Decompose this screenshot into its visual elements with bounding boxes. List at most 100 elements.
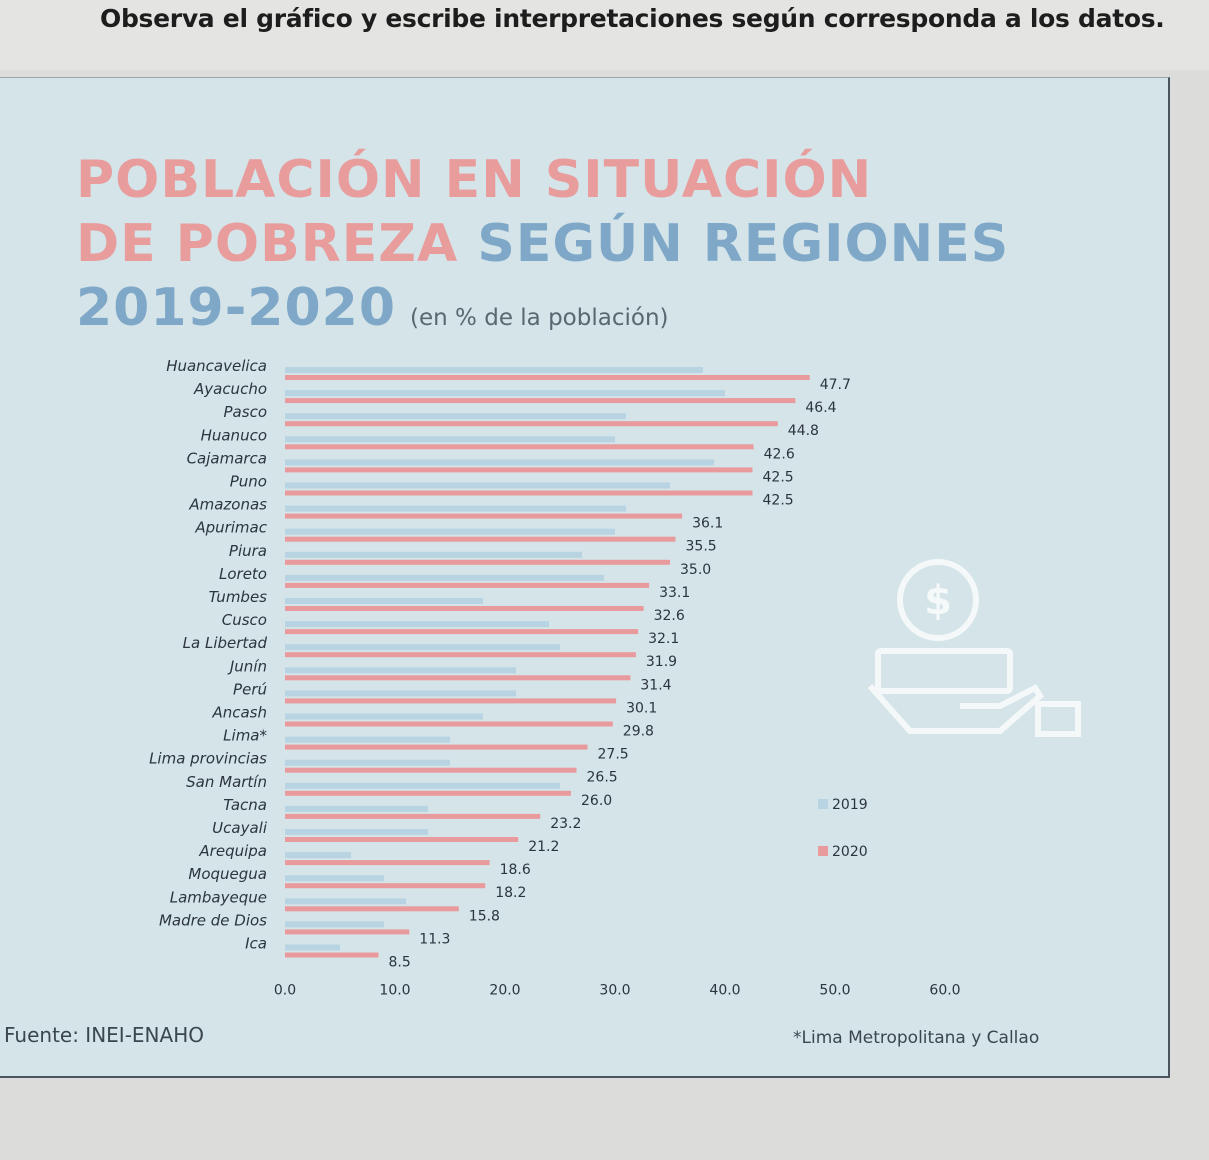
bar-2019 [285, 782, 560, 789]
value-label: 46.4 [805, 400, 836, 416]
value-label: 31.4 [640, 677, 671, 693]
bar-2019 [285, 528, 615, 535]
bar-2019 [285, 644, 560, 651]
bar-2020 [285, 906, 459, 912]
bar-2020 [285, 467, 753, 473]
title-line-2b: SEGÚN REGIONES [477, 214, 1010, 274]
category-label: Huanuco [201, 426, 267, 444]
value-label: 32.6 [654, 608, 685, 624]
legend-label-2020: 2020 [832, 844, 868, 860]
chart-title: POBLACIÓN EN SITUACIÓN DE POBREZA SEGÚN … [76, 148, 1009, 350]
bar-2020 [285, 767, 577, 773]
bar-2019 [285, 921, 384, 928]
bar-2019 [285, 367, 703, 373]
bar-2020 [285, 606, 644, 611]
bar-2020 [285, 398, 796, 404]
category-label: Apurimac [194, 519, 267, 537]
bar-2019 [285, 459, 714, 466]
category-label: Tacna [223, 796, 267, 814]
value-label: 15.8 [469, 908, 500, 924]
category-label: Ancash [211, 704, 267, 722]
bar-2019 [285, 574, 604, 581]
bar-2019 [285, 436, 615, 443]
x-tick-label: 30.0 [599, 983, 630, 999]
category-label: Ica [245, 935, 267, 953]
instruction-text: Observa el gráfico y escribe interpretac… [100, 4, 1165, 33]
category-label: Arequipa [198, 842, 267, 860]
bar-2020 [285, 929, 410, 935]
bar-2020 [285, 536, 676, 542]
page-header-strip: Observa el gráfico y escribe interpretac… [0, 0, 1209, 70]
category-label: Puno [230, 473, 267, 491]
bar-2019 [285, 390, 725, 397]
category-label: Cusco [222, 611, 267, 629]
value-label: 11.3 [419, 931, 450, 947]
value-label: 21.2 [528, 839, 559, 855]
x-tick-label: 0.0 [274, 983, 296, 999]
category-label: Loreto [219, 565, 267, 583]
category-label: Ucayali [212, 819, 268, 837]
category-label: Piura [229, 542, 267, 560]
category-label: San Martín [186, 773, 267, 791]
title-line-2a: DE POBREZA [76, 214, 459, 274]
value-label: 33.1 [659, 585, 690, 601]
value-label: 30.1 [626, 700, 657, 716]
value-label: 42.6 [764, 446, 795, 462]
bar-2020 [285, 837, 519, 842]
value-label: 18.2 [495, 885, 526, 901]
bar-2020 [285, 490, 753, 496]
bar-2020 [285, 721, 613, 727]
value-label: 18.6 [500, 862, 531, 878]
legend-swatch-2019 [818, 799, 828, 809]
value-label: 35.0 [680, 562, 711, 578]
bar-2019 [285, 805, 428, 812]
bar-2020 [285, 652, 636, 658]
bar-2020 [285, 952, 379, 958]
bar-2019 [285, 944, 340, 951]
value-label: 27.5 [598, 747, 629, 763]
bar-2020 [285, 444, 754, 450]
value-label: 44.8 [788, 423, 819, 439]
bar-2019 [285, 898, 406, 905]
category-label: Ayacucho [193, 380, 267, 398]
category-label: Lima provincias [149, 750, 267, 768]
bar-2020 [285, 629, 639, 635]
category-label: Lima* [223, 727, 267, 745]
bar-2020 [285, 883, 486, 889]
x-tick-label: 20.0 [489, 983, 520, 999]
value-label: 32.1 [648, 631, 679, 647]
title-line-1: POBLACIÓN EN SITUACIÓN [76, 150, 873, 210]
x-tick-label: 10.0 [379, 983, 410, 999]
value-label: 42.5 [763, 493, 794, 509]
bar-2019 [285, 713, 483, 720]
category-label: Perú [233, 680, 267, 698]
category-label: Madre de Dios [159, 911, 267, 929]
value-label: 31.9 [646, 654, 677, 670]
bar-2020 [285, 698, 617, 704]
bar-2020 [285, 860, 490, 866]
value-label: 47.7 [820, 377, 851, 393]
coin-icon [897, 559, 979, 641]
value-label: 26.0 [581, 793, 612, 809]
bar-2019 [285, 413, 626, 420]
x-tick-label: 40.0 [709, 983, 740, 999]
value-label: 42.5 [763, 469, 794, 485]
footnote-text: *Lima Metropolitana y Callao [793, 1028, 1040, 1048]
bar-2020 [285, 513, 683, 519]
category-label: Junín [227, 657, 267, 675]
value-label: 23.2 [550, 816, 581, 832]
bar-2020 [285, 675, 631, 681]
legend-label-2019: 2019 [832, 797, 868, 813]
title-years: 2019-2020 [76, 278, 397, 338]
bar-2020 [285, 813, 541, 819]
bar-2020 [285, 744, 588, 750]
legend-swatch-2020 [818, 846, 828, 856]
title-line-2: DE POBREZA SEGÚN REGIONES [76, 212, 1009, 276]
bar-2020 [285, 421, 778, 427]
category-label: La Libertad [183, 634, 268, 652]
bar-2019 [285, 690, 516, 697]
bar-2020 [285, 375, 810, 380]
infographic-card: POBLACIÓN EN SITUACIÓN DE POBREZA SEGÚN … [0, 77, 1170, 1078]
title-unit: (en % de la población) [410, 305, 669, 331]
category-label: Amazonas [188, 496, 267, 514]
